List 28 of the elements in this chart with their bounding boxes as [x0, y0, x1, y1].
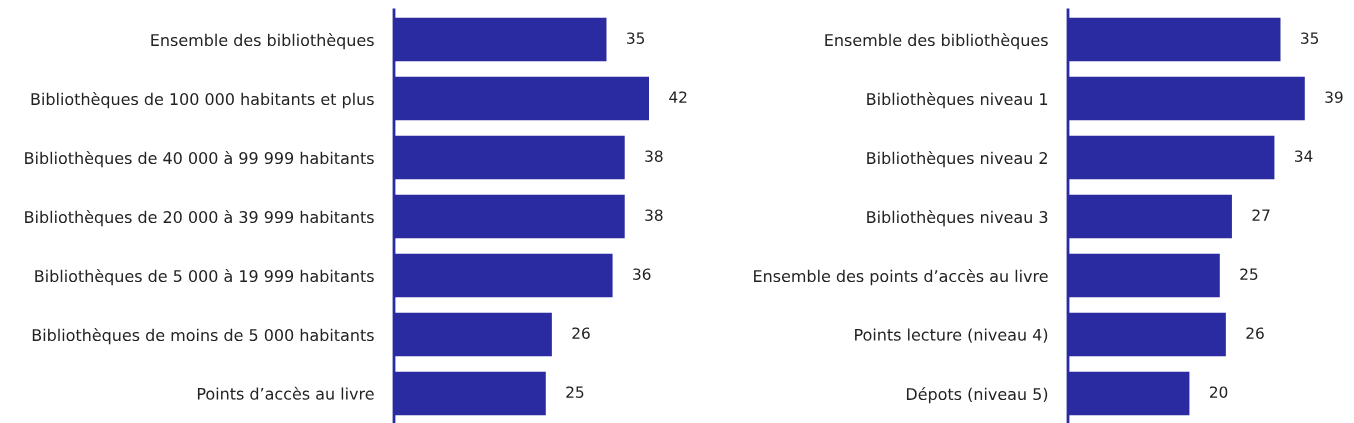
data-label: 38	[645, 209, 663, 221]
y-tick-label: Dépots (niveau 5)	[906, 387, 1048, 404]
data-label: 20	[1209, 386, 1228, 398]
y-tick-label: Bibliothèques niveau 3	[867, 210, 1048, 227]
data-label: 26	[572, 327, 590, 339]
y-tick-label: Ensemble des bibliothèques	[151, 33, 374, 50]
y-tick-label: Bibliothèques de moins de 5 000 habitants	[32, 328, 374, 345]
y-tick-label: Bibliothèques de 5 000 à 19 999 habitants	[35, 269, 374, 286]
data-label: 25	[566, 386, 584, 398]
data-label: 36	[633, 268, 651, 280]
y-tick-label: Bibliothèques de 100 000 habitants et plus	[31, 92, 374, 109]
y-tick-label: Points d’accès au livre	[197, 386, 374, 400]
data-label: 38	[645, 150, 663, 162]
data-label: 25	[1240, 268, 1258, 280]
data-label: 35	[627, 32, 645, 44]
y-tick-label: Points lecture (niveau 4)	[855, 328, 1048, 343]
y-tick-label: Ensemble des bibliothèques	[825, 33, 1048, 50]
y-tick-label: Bibliothèques de 40 000 à 99 999 habitants	[25, 151, 374, 168]
data-label: 42	[669, 91, 687, 103]
y-tick-label: Bibliothèques niveau 2	[867, 151, 1047, 168]
data-label: 34	[1295, 150, 1313, 162]
data-label: 39	[1325, 91, 1343, 103]
y-tick-label: Bibliothèques de 20 000 à 39 999 habitants	[25, 210, 374, 227]
y-tick-label: Bibliothèques niveau 1	[867, 92, 1048, 109]
data-label: 26	[1246, 327, 1264, 339]
y-tick-label: Ensemble des points d’accès au livre	[754, 269, 1048, 286]
data-label: 27	[1252, 209, 1270, 221]
data-label: 35	[1301, 32, 1319, 44]
